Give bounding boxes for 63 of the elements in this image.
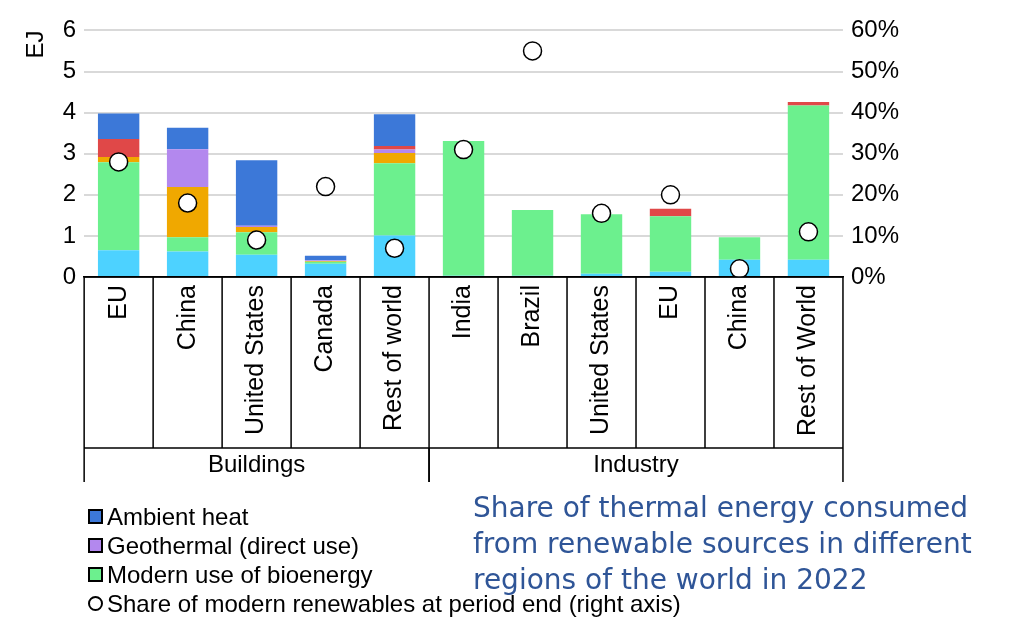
bar (373, 114, 416, 146)
text: Buildings (207, 449, 306, 477)
bar (511, 210, 554, 276)
bar (787, 105, 830, 260)
legend-label: Ambient heat (107, 502, 249, 531)
x-tick-label: China (171, 284, 200, 351)
bar (97, 162, 140, 251)
y2-tick-label: 10% (850, 220, 900, 248)
bar (787, 101, 830, 106)
point (798, 222, 819, 242)
point (591, 203, 612, 224)
bar (166, 251, 209, 277)
y2-tick-label: 50% (850, 56, 900, 84)
bar (649, 208, 692, 217)
y2-tick-label: 40% (850, 97, 900, 125)
x-tick-label: EU (654, 285, 683, 320)
x-tick-label: Brazil (516, 285, 545, 348)
bar (373, 152, 416, 164)
y-tick-label: 0 (62, 261, 77, 289)
bar (649, 216, 692, 272)
bar (580, 214, 623, 274)
bar (97, 138, 140, 157)
bar (235, 160, 278, 226)
y-tick-label: 3 (62, 138, 77, 166)
y-tick-label: 6 (62, 15, 77, 43)
y-tick-label: 1 (62, 220, 77, 248)
bar (718, 237, 761, 260)
bar (304, 263, 347, 277)
bar (166, 149, 209, 188)
text: Industry (593, 449, 679, 477)
x-tick-label: United States (240, 285, 269, 436)
y-tick-label: 2 (62, 179, 77, 207)
bar (304, 255, 347, 261)
y-axis-title: EJ (21, 30, 49, 59)
bar (373, 145, 416, 150)
legend-label: Modern use of bioenergy (107, 560, 373, 589)
y2-tick-label: 20% (850, 179, 900, 207)
x-tick-label: India (447, 284, 476, 340)
bar (373, 149, 416, 153)
bar (373, 163, 416, 236)
bar (166, 127, 209, 150)
bar (235, 254, 278, 277)
point (108, 152, 129, 172)
bar (442, 140, 485, 276)
point (729, 259, 750, 278)
x-tick-label: Rest of World (792, 285, 821, 437)
x-tick-label: United States (585, 285, 614, 436)
y2-tick-label: 0% (850, 261, 886, 289)
x-tick-label: Rest of world (378, 285, 407, 431)
bar (97, 250, 140, 277)
bar (649, 271, 692, 277)
x-tick-label: Canada (309, 284, 338, 373)
x-tick-label: EU (102, 285, 131, 320)
y-tick-label: 5 (62, 56, 77, 84)
bar (787, 259, 830, 277)
y2-tick-label: 60% (850, 15, 900, 43)
x-tick-label: China (723, 284, 752, 351)
bar (97, 113, 140, 139)
y-tick-label: 4 (62, 97, 77, 125)
legend-label: Geothermal (direct use) (107, 531, 360, 560)
point (453, 139, 474, 160)
y2-tick-label: 30% (850, 138, 900, 166)
bar (166, 237, 209, 252)
